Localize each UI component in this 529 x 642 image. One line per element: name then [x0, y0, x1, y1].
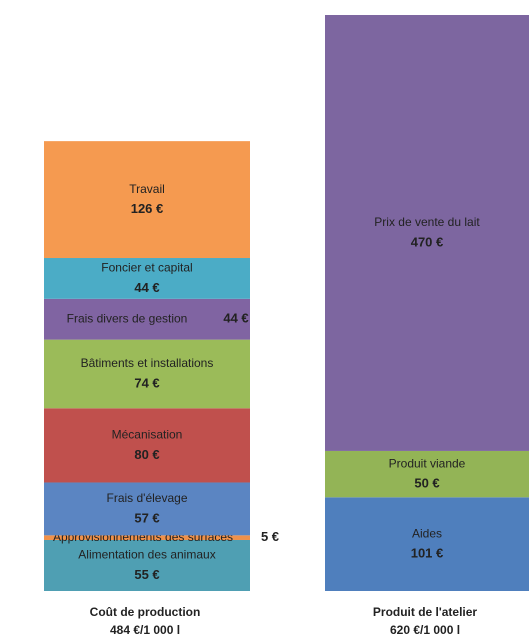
bar-segment — [44, 539, 250, 591]
value-label: 44 € — [134, 280, 159, 295]
value-label: 50 € — [414, 476, 439, 491]
bar-segment — [44, 482, 250, 536]
segment-label: Mécanisation — [112, 428, 183, 442]
segment-label: Aides — [412, 526, 442, 540]
bar-segment — [44, 298, 250, 340]
category-total: 620 €/1 000 l — [390, 623, 460, 637]
value-label: 126 € — [131, 201, 164, 216]
segment-label: Frais d'élevage — [107, 491, 188, 505]
segment-label: Bâtiments et installations — [81, 356, 214, 370]
bar-segment — [325, 15, 529, 451]
value-label: 101 € — [411, 546, 444, 561]
segment-label: Produit viande — [389, 456, 466, 470]
segment-label: Prix de vente du lait — [374, 215, 480, 229]
segment-label: Foncier et capital — [101, 261, 192, 275]
bar-segment — [44, 339, 250, 409]
category-label: Coût de production — [90, 605, 201, 619]
value-label: 470 € — [411, 234, 444, 249]
category-label: Produit de l'atelier — [373, 605, 478, 619]
bar-segment — [44, 141, 250, 259]
bar-segment — [44, 258, 250, 299]
value-label: 5 € — [261, 529, 279, 544]
bar-segment — [325, 497, 529, 591]
bar-segment — [325, 450, 529, 498]
segment-label: Alimentation des animaux — [78, 548, 215, 562]
bar-segment — [44, 535, 250, 540]
value-label: 80 € — [134, 447, 159, 462]
segment-label: Travail — [129, 182, 165, 196]
bar-segment — [44, 408, 250, 483]
category-total: 484 €/1 000 l — [110, 623, 180, 637]
value-label: 55 € — [134, 567, 159, 582]
value-label: 74 € — [134, 375, 159, 390]
value-label: 57 € — [134, 510, 159, 525]
segment-label: Frais divers de gestion — [67, 311, 188, 325]
value-label: 44 € — [223, 311, 248, 326]
